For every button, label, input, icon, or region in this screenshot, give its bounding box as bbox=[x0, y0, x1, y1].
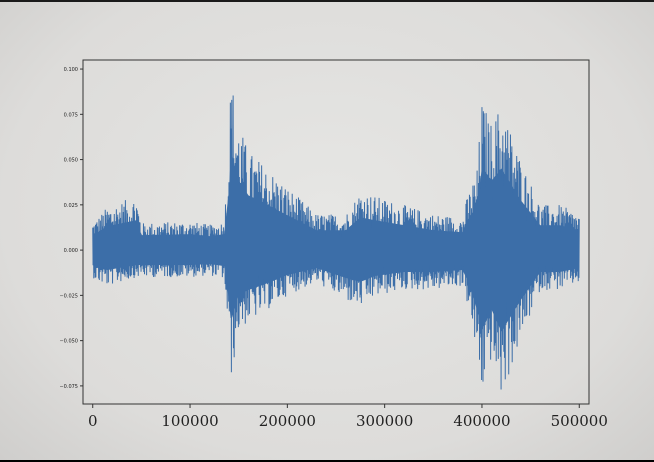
y-tick-label: −0.075 bbox=[59, 384, 78, 390]
x-tick-label: 400000 bbox=[453, 412, 510, 430]
series-0-line bbox=[92, 95, 580, 390]
plot-frame bbox=[82, 59, 590, 405]
x-tick-label: 500000 bbox=[551, 412, 608, 430]
series-group bbox=[92, 95, 580, 390]
y-tick-label: 0.100 bbox=[64, 67, 78, 73]
x-axis: 0 100000 200000 300000 400000 500000 bbox=[88, 404, 608, 430]
y-tick-label: 0.025 bbox=[64, 203, 78, 209]
x-tick-label: 200000 bbox=[259, 412, 316, 430]
x-tick-label: 0 bbox=[88, 412, 98, 430]
x-tick-label: 100000 bbox=[161, 412, 218, 430]
y-tick-label: 0.050 bbox=[64, 158, 78, 164]
y-tick-label: −0.025 bbox=[59, 293, 78, 299]
x-tick-label: 300000 bbox=[356, 412, 413, 430]
y-tick-label: −0.050 bbox=[59, 339, 78, 345]
y-tick-label: 0.000 bbox=[64, 248, 78, 254]
y-tick-label: 0.075 bbox=[64, 112, 78, 118]
y-axis: 0.100 0.075 0.050 0.025 0.000 −0.025 −0.050 −0.… bbox=[59, 67, 83, 390]
